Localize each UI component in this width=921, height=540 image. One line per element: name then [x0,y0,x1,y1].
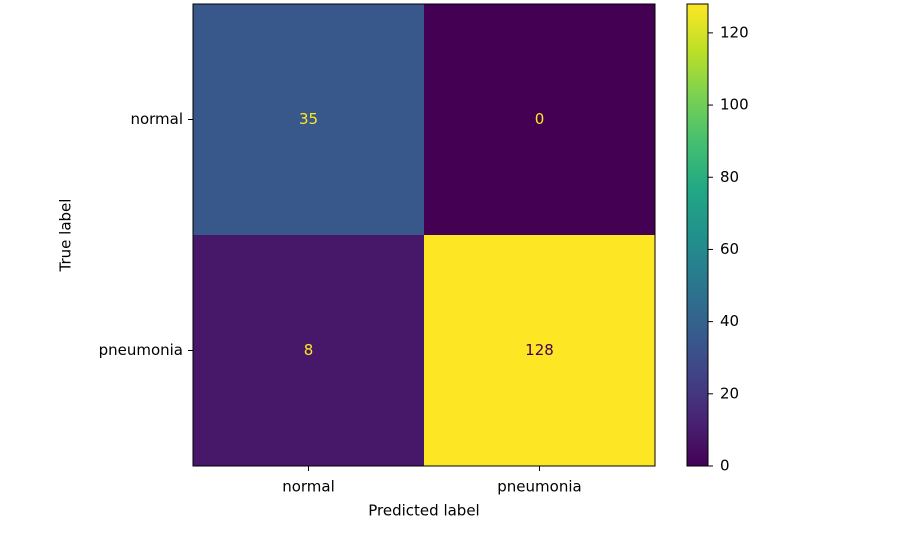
heatmap-cell [424,235,655,466]
cell-label: 35 [299,110,318,128]
colorbar-tick-label: 40 [720,312,739,330]
heatmap-cell [193,4,424,235]
colorbar-tick-label: 120 [720,23,749,41]
colorbar-tick-label: 100 [720,96,749,114]
heatmap-cell [193,235,424,466]
colorbar-tick-label: 20 [720,384,739,402]
cell-label: 128 [525,341,554,359]
heatmap-cell [424,4,655,235]
x-axis-title: Predicted label [368,502,479,520]
y-tick-label: pneumonia [99,341,183,359]
y-axis-title: True label [57,199,75,273]
cell-label: 8 [304,341,314,359]
colorbar-tick-label: 60 [720,240,739,258]
plot-frame [192,3,656,467]
y-tick-label: normal [130,110,183,128]
colorbar-tick-label: 0 [720,457,730,475]
x-tick-label: normal [282,478,335,496]
cell-label: 0 [535,110,545,128]
colorbar [686,3,709,467]
colorbar-tick-label: 80 [720,168,739,186]
x-tick-label: pneumonia [497,478,581,496]
